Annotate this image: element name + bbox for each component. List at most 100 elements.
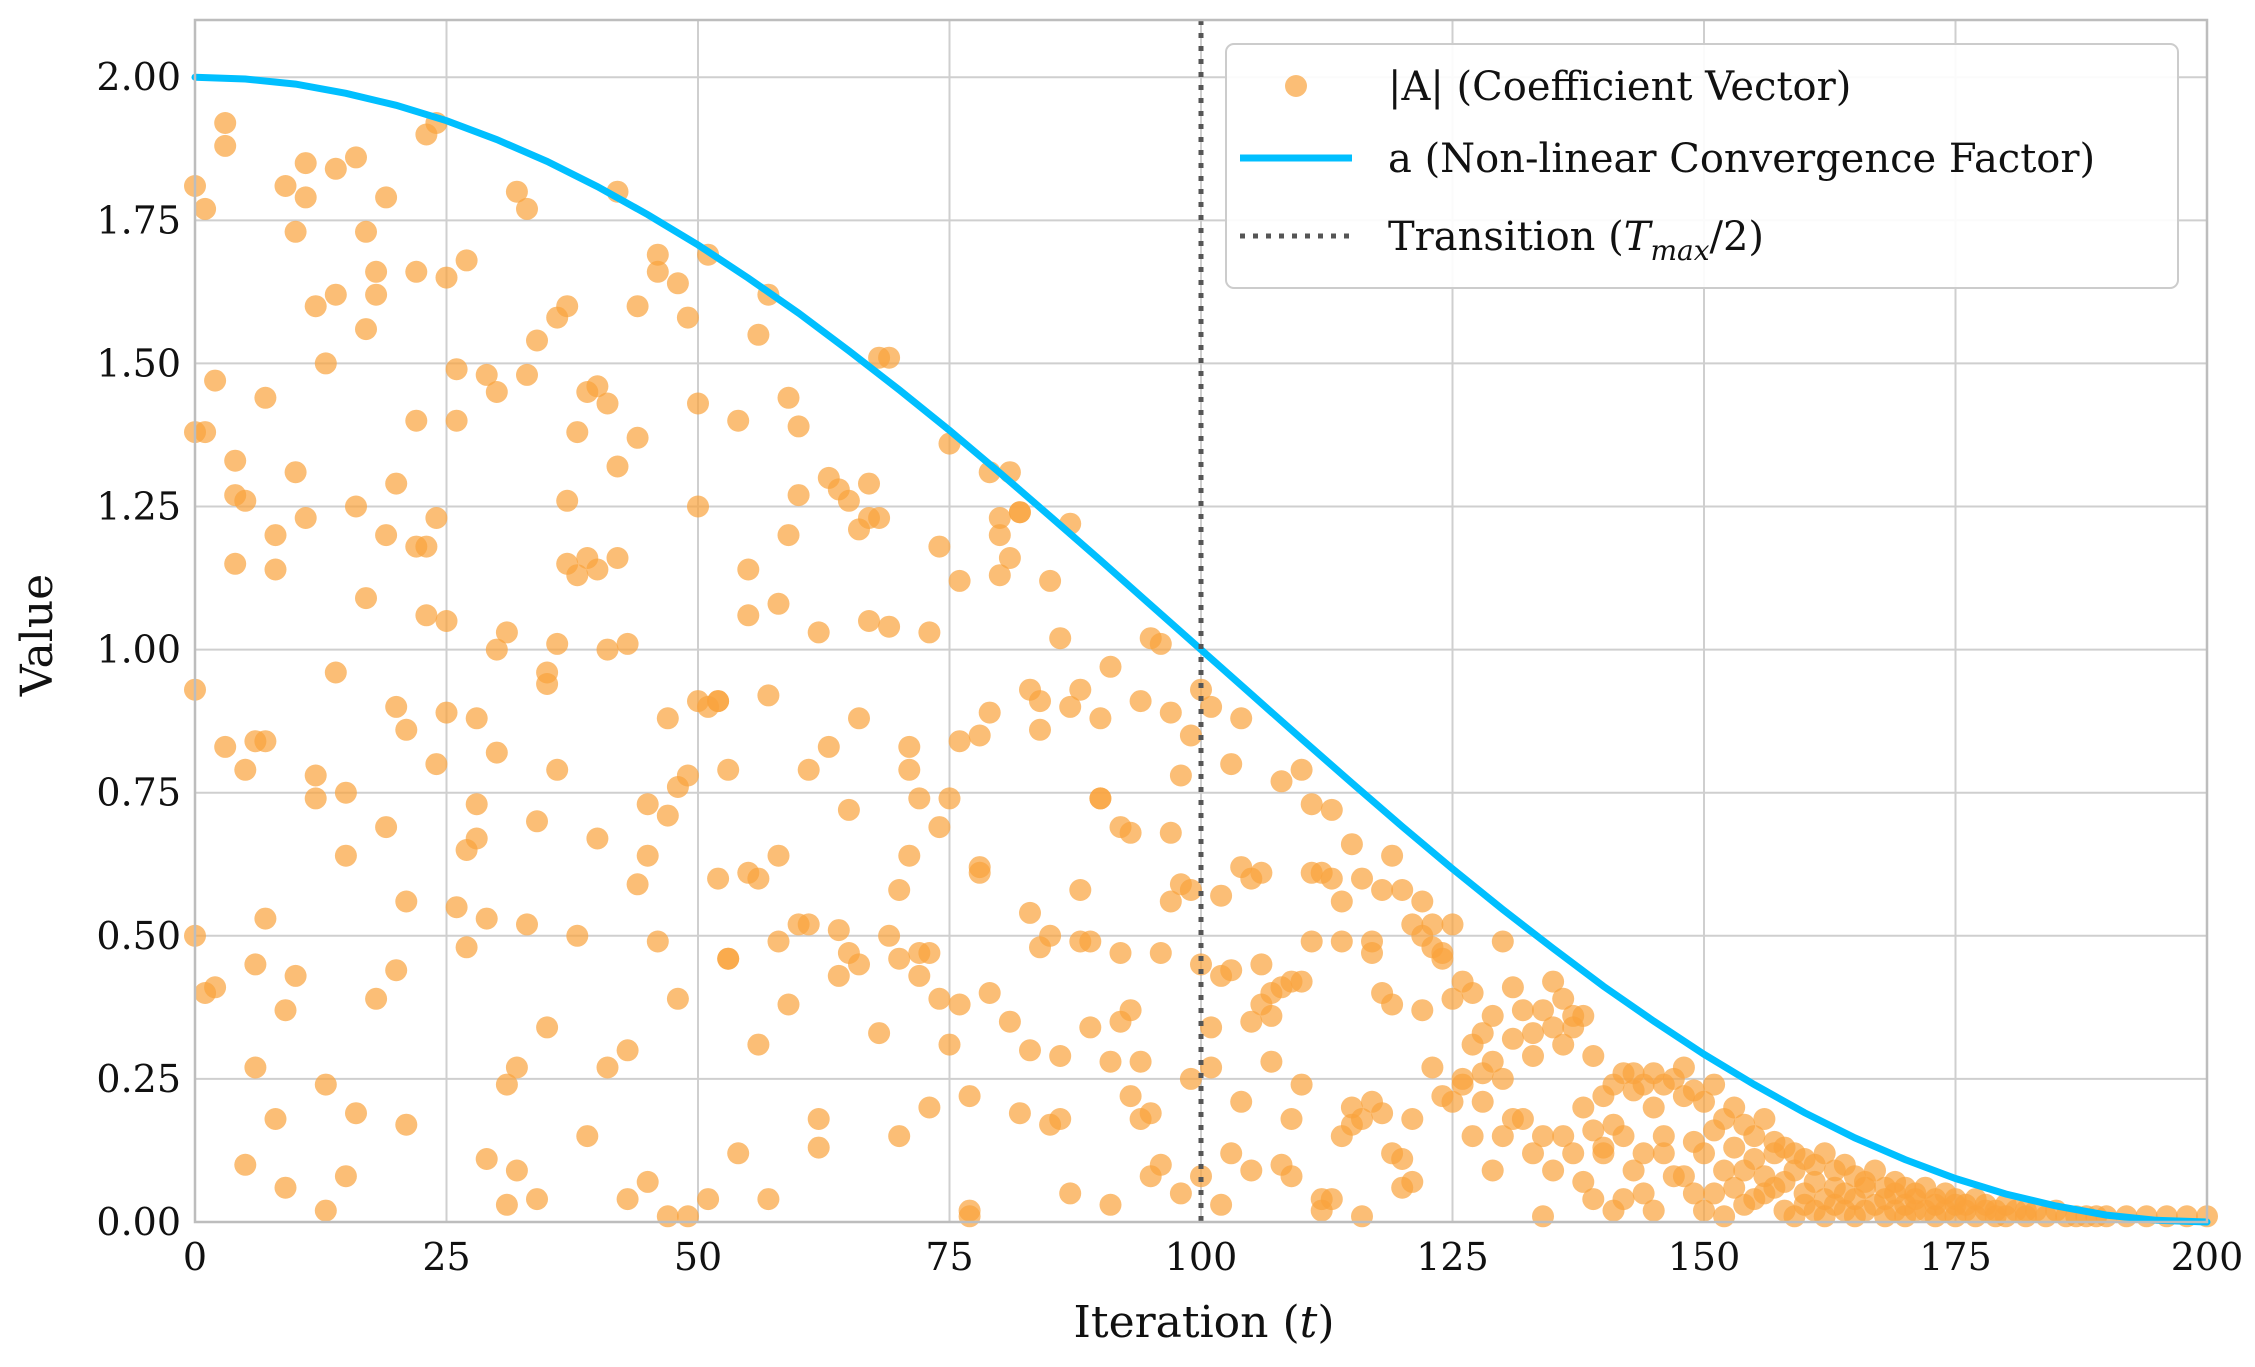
x-tick-label: 200 bbox=[2171, 1235, 2244, 1279]
scatter-point bbox=[1411, 999, 1434, 1022]
scatter-point bbox=[1119, 1085, 1142, 1108]
scatter-point bbox=[244, 953, 267, 976]
scatter-point bbox=[274, 1176, 297, 1199]
scatter-point bbox=[1159, 701, 1182, 724]
scatter-point bbox=[284, 964, 307, 987]
scatter-point bbox=[1008, 1102, 1031, 1125]
scatter-point bbox=[888, 1125, 911, 1148]
scatter-point bbox=[1421, 1056, 1444, 1079]
scatter-point bbox=[1572, 1170, 1595, 1193]
scatter-point bbox=[1421, 913, 1444, 936]
scatter-point bbox=[375, 186, 398, 209]
scatter-point bbox=[1320, 867, 1343, 890]
scatter-point bbox=[626, 873, 649, 896]
scatter-point bbox=[868, 1022, 891, 1045]
scatter-point bbox=[898, 758, 921, 781]
y-tick-label: 0.50 bbox=[96, 914, 181, 958]
scatter-point bbox=[1381, 993, 1404, 1016]
scatter-point bbox=[636, 844, 659, 867]
scatter-point bbox=[505, 1159, 528, 1182]
scatter-point bbox=[546, 632, 569, 655]
scatter-point bbox=[697, 1188, 720, 1211]
scatter-point bbox=[1753, 1108, 1776, 1130]
scatter-point bbox=[1079, 930, 1102, 953]
scatter-point bbox=[1129, 1050, 1152, 1073]
scatter-point bbox=[767, 592, 790, 615]
scatter-point bbox=[1280, 1108, 1303, 1130]
scatter-point bbox=[1501, 976, 1524, 999]
scatter-point bbox=[1693, 1199, 1715, 1222]
scatter-point bbox=[928, 987, 951, 1010]
scatter-point bbox=[1340, 833, 1363, 856]
scatter-point bbox=[1642, 1096, 1665, 1119]
scatter-point bbox=[294, 152, 317, 175]
scatter-point bbox=[1803, 1170, 1826, 1193]
scatter-point bbox=[807, 621, 830, 644]
scatter-point bbox=[817, 735, 840, 758]
scatter-point bbox=[1371, 1102, 1394, 1125]
scatter-point bbox=[445, 358, 468, 381]
scatter-point bbox=[1019, 1039, 1041, 1062]
scatter-point bbox=[848, 707, 870, 730]
scatter-point bbox=[485, 638, 508, 661]
scatter-point bbox=[727, 409, 750, 432]
scatter-point bbox=[1693, 1142, 1715, 1165]
scatter-point bbox=[676, 1205, 699, 1228]
scatter-point bbox=[1511, 1108, 1534, 1130]
scatter-point bbox=[1723, 1176, 1746, 1199]
scatter-point bbox=[1642, 1199, 1665, 1222]
convergence-factor-line bbox=[191, 73, 2211, 1226]
scatter-point bbox=[385, 695, 408, 718]
scatter-point bbox=[284, 220, 307, 243]
scatter-point bbox=[707, 690, 730, 713]
scatter-point bbox=[1049, 1108, 1072, 1130]
scatter-point bbox=[777, 386, 800, 409]
scatter-point bbox=[1008, 501, 1031, 524]
scatter-point bbox=[536, 673, 559, 695]
scatter-point bbox=[435, 701, 458, 724]
scatter-point bbox=[797, 913, 820, 936]
x-tick-label: 50 bbox=[674, 1235, 722, 1279]
y-axis-label: Value bbox=[12, 574, 63, 697]
scatter-point bbox=[586, 375, 609, 398]
scatter-point bbox=[646, 930, 669, 953]
scatter-point bbox=[747, 323, 770, 346]
scatter-point bbox=[898, 735, 921, 758]
scatter-point bbox=[395, 1113, 418, 1136]
scatter-point bbox=[1351, 1205, 1373, 1228]
scatter-point bbox=[1522, 1045, 1544, 1067]
scatter-point bbox=[1481, 1159, 1504, 1182]
scatter-point bbox=[566, 421, 589, 444]
scatter-point bbox=[596, 1056, 619, 1079]
scatter-point bbox=[837, 798, 860, 821]
scatter-point bbox=[656, 1205, 679, 1228]
scatter-point bbox=[194, 421, 217, 444]
scatter-point bbox=[485, 381, 508, 403]
y-tick-label: 2.00 bbox=[96, 55, 181, 99]
scatter-point bbox=[435, 610, 458, 632]
scatter-point bbox=[1129, 690, 1152, 713]
scatter-point bbox=[1572, 1004, 1595, 1027]
scatter-point bbox=[656, 804, 679, 827]
scatter-point bbox=[747, 867, 770, 890]
scatter-point bbox=[998, 547, 1021, 569]
scatter-point bbox=[1592, 1142, 1615, 1165]
scatter-point bbox=[475, 363, 498, 386]
scatter-point bbox=[214, 134, 237, 157]
y-tick-label: 1.25 bbox=[96, 485, 181, 529]
scatter-point bbox=[1049, 627, 1072, 650]
scatter-point bbox=[516, 197, 538, 220]
scatter-point bbox=[1743, 1148, 1766, 1170]
scatter-point bbox=[1300, 930, 1323, 953]
scatter-point bbox=[1240, 1010, 1263, 1033]
scatter-point bbox=[425, 753, 448, 776]
scatter-point bbox=[1290, 1073, 1313, 1096]
scatter-point bbox=[576, 1125, 599, 1148]
scatter-point bbox=[1300, 793, 1323, 816]
legend-box bbox=[1225, 43, 2179, 289]
scatter-point bbox=[365, 987, 388, 1010]
scatter-point bbox=[1854, 1176, 1876, 1199]
scatter-point bbox=[465, 707, 488, 730]
scatter-point bbox=[1200, 1056, 1223, 1079]
